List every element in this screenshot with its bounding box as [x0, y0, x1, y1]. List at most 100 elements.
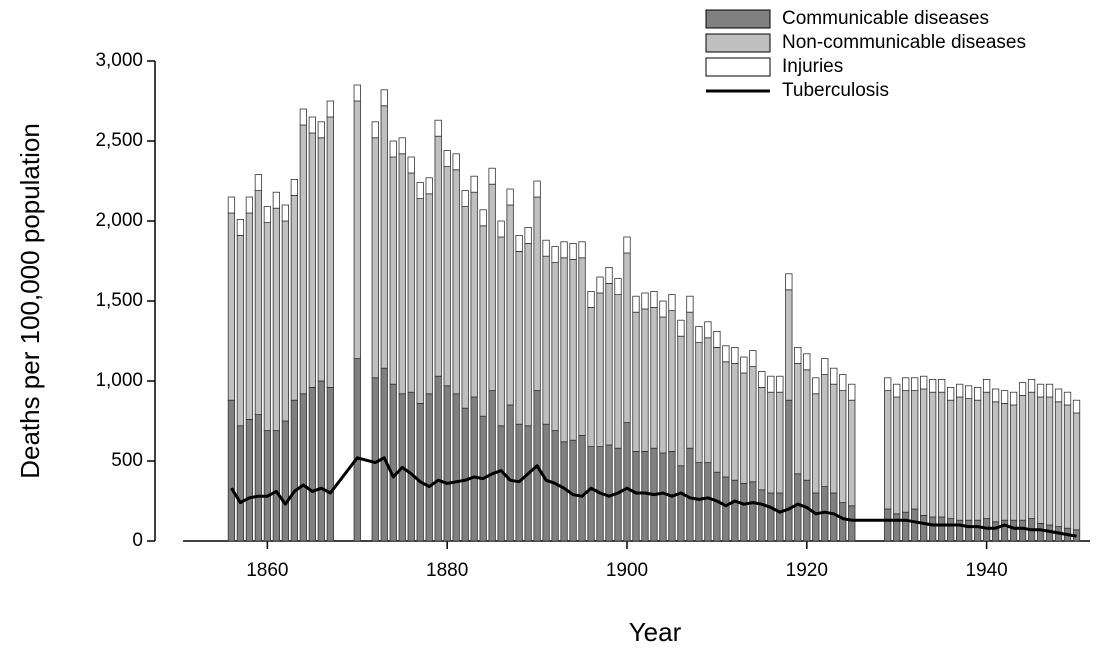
bar-segment: [722, 361, 730, 478]
legend-label: Non-communicable diseases: [782, 32, 1026, 53]
bar-segment: [1072, 399, 1081, 414]
y-tick-label: 500: [111, 450, 143, 471]
bar-segment: [254, 174, 263, 192]
bar-segment: [317, 137, 325, 382]
bar-segment: [497, 236, 505, 427]
bar-segment: [623, 236, 631, 254]
bar-segment: [964, 398, 973, 521]
bar-segment: [308, 116, 316, 134]
bar-segment: [1045, 396, 1054, 526]
bar-segment: [533, 180, 541, 198]
y-axis-title: Deaths per 100,000 population: [15, 123, 45, 479]
bar-segment: [695, 326, 703, 344]
bar-segment: [281, 204, 289, 222]
bar-segment: [686, 447, 694, 542]
bar-segment: [740, 482, 748, 542]
bar-segment: [371, 377, 379, 542]
bar-segment: [398, 137, 406, 155]
bar-segment: [794, 473, 802, 542]
y-tick-label: 2,500: [95, 130, 143, 151]
bar-segment: [812, 377, 820, 395]
bar-segment: [452, 393, 460, 542]
bar-segment: [749, 366, 757, 483]
bar-segment: [290, 178, 298, 196]
bar-segment: [659, 452, 667, 542]
bar-segment: [1036, 383, 1045, 398]
bar-segment: [659, 300, 667, 318]
bar-segment: [776, 492, 784, 542]
bar-segment: [821, 374, 829, 488]
bar-segment: [254, 414, 263, 542]
bar-segment: [407, 391, 415, 542]
bar-segment: [938, 516, 946, 542]
bar-segment: [1018, 382, 1027, 396]
bar-segment: [416, 182, 424, 200]
bar-segment: [227, 212, 236, 401]
bar-segment: [461, 407, 469, 542]
bar-segment: [785, 289, 793, 401]
bar-segment: [982, 391, 991, 520]
bar-segment: [767, 391, 775, 494]
bar-segment: [578, 241, 586, 259]
bar-segment: [812, 393, 820, 494]
bar-segment: [767, 375, 775, 393]
bar-segment: [982, 518, 991, 542]
x-axis-title: Year: [629, 617, 682, 647]
bar-segment: [299, 393, 307, 542]
bar-segment: [704, 337, 712, 463]
bar-segment: [929, 516, 937, 542]
bar-segment: [982, 378, 991, 393]
bar-segment: [713, 471, 721, 542]
bar-segment: [407, 172, 415, 393]
bar-segment: [614, 278, 622, 296]
bar-segment: [272, 207, 281, 431]
bar-segment: [533, 196, 541, 392]
line: [230, 456, 1077, 538]
bar-segment: [911, 508, 919, 542]
bar-segment: [911, 390, 919, 510]
legend-label: Tuberculosis: [782, 80, 889, 101]
bar-segment: [794, 346, 802, 364]
bar-segment: [973, 399, 982, 521]
bar-segment: [227, 196, 236, 214]
bar-segment: [956, 519, 964, 542]
bar-segment: [686, 311, 694, 449]
bar-segment: [740, 356, 748, 374]
bar-segment: [236, 234, 245, 427]
bar-segment: [785, 399, 793, 542]
bar-segment: [443, 150, 451, 168]
bar-segment: [911, 377, 919, 391]
bar-segment: [560, 241, 568, 259]
bar-segment: [731, 479, 739, 542]
bar-segment: [470, 191, 478, 398]
bar-segment: [596, 276, 604, 294]
bar-segment: [767, 492, 775, 542]
bar-segment: [929, 391, 937, 518]
bar-segment: [623, 422, 631, 542]
bar-segment: [389, 140, 397, 158]
bar-segment: [1009, 519, 1018, 542]
bar-segment: [434, 119, 442, 137]
bar-segment: [650, 290, 658, 308]
bar-segment: [389, 156, 397, 385]
bar-segment: [677, 335, 685, 467]
bar-segment: [479, 225, 487, 417]
bar-segment: [290, 399, 298, 542]
bar-segment: [821, 358, 829, 376]
bar-segment: [839, 374, 847, 392]
bar-segment: [704, 462, 712, 542]
bar-segment: [839, 390, 847, 504]
bar-segment: [308, 132, 316, 388]
bar-segment: [488, 183, 496, 391]
bar-segment: [686, 295, 694, 313]
bar-segment: [1018, 394, 1027, 521]
bar-segment: [1036, 523, 1045, 542]
bar-segment: [731, 362, 739, 481]
bar-segment: [677, 319, 685, 337]
bar-segment: [506, 404, 514, 542]
bar-segment: [964, 519, 973, 542]
bar-segment: [560, 257, 568, 443]
bar-segment: [920, 388, 928, 516]
bar-segment: [263, 206, 272, 224]
bar-segment: [668, 310, 676, 452]
